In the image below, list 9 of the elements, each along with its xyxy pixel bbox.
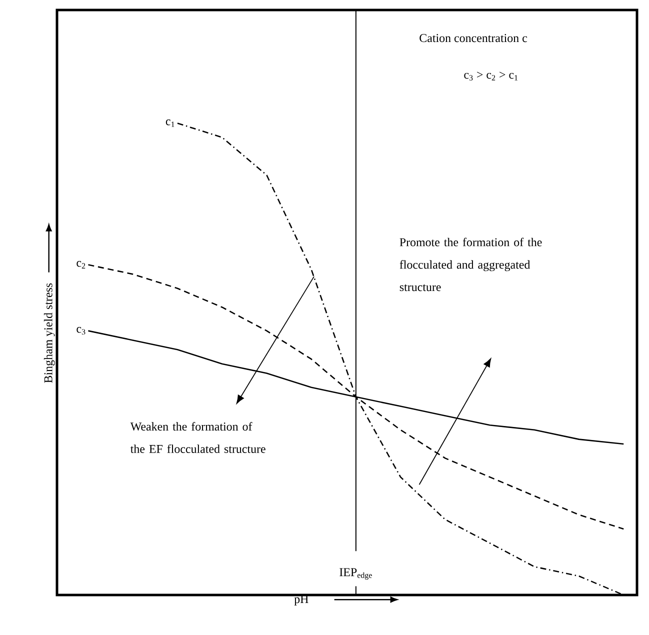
series-label: c$_{2}$ (76, 261, 86, 268)
series-label: c$_{3}$ (76, 327, 86, 335)
text: c$_{3}$ > c$_{2}$ > c$_{1}$ (464, 72, 518, 80)
series-label: c$_{1}$ (166, 120, 174, 127)
text: Cation concentration c (420, 34, 528, 42)
annotation: Promote the formation of the flocculated and aggregated structure (400, 238, 542, 292)
y-axis-title: Bingham yield stress (44, 283, 55, 383)
annotation: Weaken the formation of the EF flocculated structure (130, 422, 266, 453)
annotation: IEP$_{edge}$ (340, 568, 372, 580)
